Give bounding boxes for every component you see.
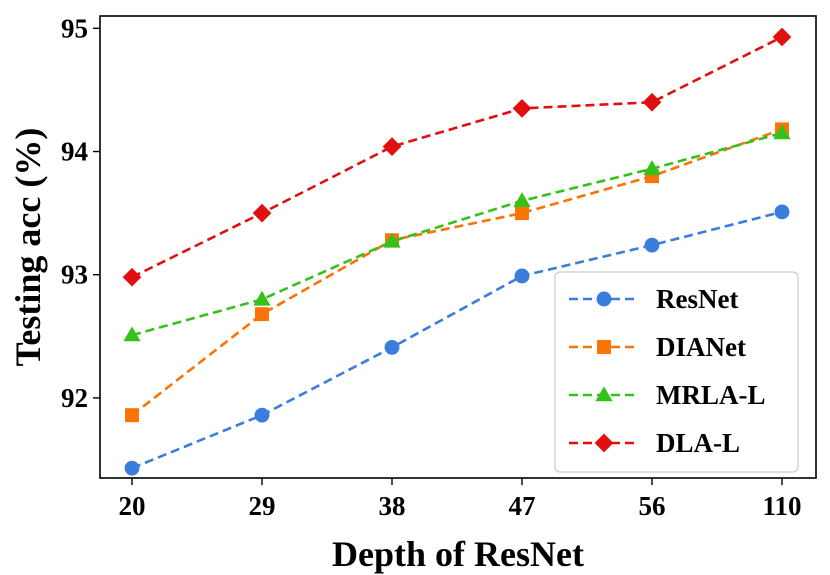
series-line-resnet	[131, 210, 783, 470]
y-tick-label: 93	[61, 260, 88, 290]
data-point-mrla-l	[773, 124, 791, 140]
data-point-resnet	[774, 204, 790, 220]
legend-marker-dianet	[597, 340, 611, 354]
data-point-dla-l	[382, 137, 402, 156]
x-tick-label: 110	[762, 491, 801, 521]
data-point-mrla-l	[643, 160, 661, 175]
plot-frame	[99, 15, 817, 479]
legend-label-dianet: DIANet	[656, 332, 746, 362]
plot-layer	[122, 27, 792, 476]
data-point-dianet	[515, 206, 529, 221]
legend-label-resnet: ResNet	[656, 284, 738, 314]
y-tick-label: 94	[61, 137, 88, 167]
legend-label-mrla-l: MRLA-L	[656, 380, 766, 410]
data-point-resnet	[644, 237, 660, 253]
data-point-dla-l	[642, 92, 662, 112]
data-point-resnet	[514, 268, 530, 284]
data-point-dla-l	[252, 203, 272, 223]
data-point-dla-l	[512, 99, 532, 118]
series-line-dianet	[131, 128, 783, 417]
x-tick-label: 56	[639, 491, 666, 521]
x-tick-label: 20	[119, 491, 146, 521]
x-axis-title: Depth of ResNet	[332, 534, 584, 574]
x-tick-label: 38	[379, 491, 406, 521]
data-point-resnet	[124, 460, 140, 476]
x-tick-label: 47	[509, 491, 536, 521]
series-line-dla-l	[131, 35, 783, 279]
x-tick-label: 29	[249, 491, 276, 521]
ticks-layer: 20 29 38 47 56 110 92 93 94 95	[61, 13, 802, 521]
legend: ResNet DIANet MRLA-L DLA-L	[554, 271, 799, 473]
legend-marker-resnet	[596, 291, 612, 307]
data-point-dla-l	[772, 27, 792, 47]
series-line-mrla-l	[131, 131, 783, 337]
data-point-dianet	[255, 307, 269, 322]
y-tick-label: 92	[61, 383, 88, 413]
data-point-resnet	[254, 407, 270, 423]
data-point-mrla-l	[253, 290, 271, 306]
data-point-mrla-l	[513, 192, 531, 208]
data-point-mrla-l	[383, 232, 401, 248]
legend-label-dla-l: DLA-L	[656, 428, 740, 458]
data-point-resnet	[384, 339, 400, 355]
y-tick-label: 95	[61, 13, 88, 43]
legend-marker-mrla-l	[595, 386, 613, 402]
data-point-mrla-l	[123, 326, 141, 342]
data-point-dianet	[125, 408, 139, 423]
legend-marker-dla-l	[594, 433, 614, 453]
legend-box	[554, 271, 799, 473]
y-axis-title: Testing acc (%)	[8, 128, 48, 367]
data-point-dla-l	[122, 267, 142, 287]
